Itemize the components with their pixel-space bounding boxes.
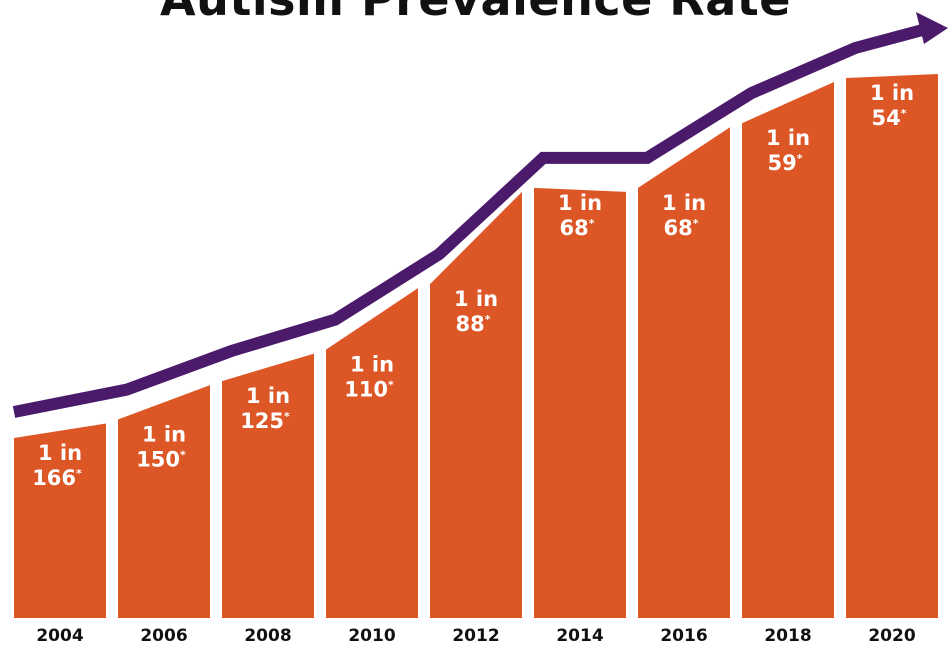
- bar-2018: [742, 82, 834, 618]
- x-tick-2008: 2008: [244, 626, 291, 645]
- x-tick-2018: 2018: [764, 626, 811, 645]
- x-tick-2014: 2014: [556, 626, 603, 645]
- x-axis-labels: 2004 2006 2008 2010 2012 2014 2016 2018 2020: [36, 626, 915, 645]
- x-tick-2020: 2020: [868, 626, 915, 645]
- bar-label-line1-2016: 1 in: [662, 191, 706, 215]
- bar-label-line1-2004: 1 in: [38, 441, 82, 465]
- bar-2008: [222, 353, 314, 618]
- bar-label-value-2010: 110*: [344, 378, 394, 402]
- bar-label-value-2004: 166*: [32, 466, 82, 490]
- trend-arrow-head-icon: [916, 12, 948, 44]
- bar-2006: [118, 385, 210, 618]
- x-tick-2012: 2012: [452, 626, 499, 645]
- bar-label-line1-2010: 1 in: [350, 353, 394, 377]
- bar-2014: [534, 187, 626, 618]
- bar-label-line1-2008: 1 in: [246, 384, 290, 408]
- bar-2020: [846, 74, 938, 618]
- bar-label-line1-2006: 1 in: [142, 422, 186, 446]
- x-tick-2016: 2016: [660, 626, 707, 645]
- bar-2012: [430, 191, 522, 618]
- bars-layer: [14, 74, 938, 618]
- bar-2016: [638, 127, 730, 618]
- bar-label-value-2008: 125*: [240, 409, 290, 433]
- bar-label-value-2006: 150*: [136, 447, 186, 471]
- chart-title: Autism Prevalence Rate: [0, 0, 951, 26]
- bar-label-line1-2020: 1 in: [870, 81, 914, 105]
- trend-arrow-layer: [12, 12, 948, 418]
- bar-2010: [326, 288, 418, 618]
- x-tick-2010: 2010: [348, 626, 395, 645]
- bar-label-line1-2018: 1 in: [766, 126, 810, 150]
- bar-label-line1-2014: 1 in: [558, 191, 602, 215]
- bar-2004: [14, 423, 106, 618]
- trend-arrow-line: [12, 22, 932, 418]
- x-tick-2004: 2004: [36, 626, 83, 645]
- bar-label-line1-2012: 1 in: [454, 287, 498, 311]
- x-tick-2006: 2006: [140, 626, 187, 645]
